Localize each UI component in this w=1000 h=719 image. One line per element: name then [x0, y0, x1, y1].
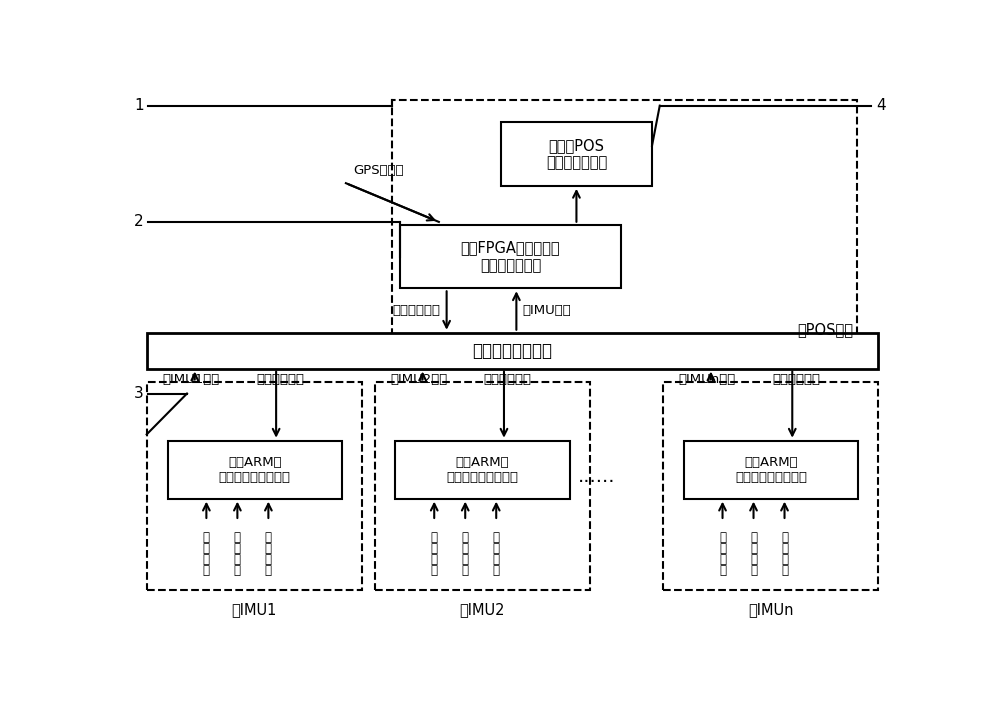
- Text: 温: 温: [493, 531, 500, 544]
- Text: 光: 光: [203, 531, 210, 544]
- Text: 度: 度: [462, 553, 469, 566]
- Text: 信: 信: [265, 553, 272, 566]
- Text: 同步脉冲信号: 同步脉冲信号: [772, 373, 820, 386]
- Text: 号: 号: [265, 564, 272, 577]
- Text: 1: 1: [134, 99, 144, 113]
- Text: 号: 号: [493, 564, 500, 577]
- Text: 主POS系统: 主POS系统: [798, 322, 854, 337]
- Text: 度: 度: [234, 553, 241, 566]
- Text: 同步脉冲信号: 同步脉冲信号: [392, 304, 440, 317]
- Text: 速: 速: [234, 542, 241, 555]
- Bar: [392, 100, 857, 344]
- Text: 基于FPGA的同步控制
与数据接收模块: 基于FPGA的同步控制 与数据接收模块: [461, 240, 560, 273]
- Bar: [400, 225, 621, 288]
- Bar: [501, 122, 652, 186]
- Text: 基于ARM的
数据采集与处理模块: 基于ARM的 数据采集与处理模块: [735, 456, 807, 484]
- Text: 速: 速: [462, 542, 469, 555]
- Text: 度: 度: [265, 542, 272, 555]
- Text: 度: 度: [750, 553, 757, 566]
- Text: 基于ARM的
数据采集与处理模块: 基于ARM的 数据采集与处理模块: [447, 456, 519, 484]
- Bar: [147, 333, 878, 369]
- Text: 计: 计: [462, 564, 469, 577]
- Text: 螺: 螺: [203, 564, 210, 577]
- Text: 2: 2: [134, 214, 144, 229]
- Text: 子IMU数据: 子IMU数据: [523, 304, 571, 317]
- Text: 同步脉冲信号: 同步脉冲信号: [256, 373, 304, 386]
- Text: 陀: 陀: [203, 553, 210, 566]
- Text: 子IMUn数据: 子IMUn数据: [678, 373, 736, 386]
- Text: 度: 度: [781, 542, 788, 555]
- Text: 子IMU1: 子IMU1: [232, 603, 277, 618]
- Text: 子IMUn: 子IMUn: [748, 603, 793, 618]
- Text: GPS秒脉冲: GPS秒脉冲: [354, 163, 404, 177]
- Text: 速: 速: [750, 542, 757, 555]
- Text: 3: 3: [134, 386, 144, 401]
- Text: 同步脉冲信号: 同步脉冲信号: [484, 373, 532, 386]
- Text: 4: 4: [876, 99, 885, 113]
- Text: 加: 加: [462, 531, 469, 544]
- Text: 子IMU2数据: 子IMU2数据: [390, 373, 447, 386]
- Text: 计: 计: [234, 564, 241, 577]
- Text: 分布式POS
信息处理计算机: 分布式POS 信息处理计算机: [546, 138, 607, 170]
- Text: 温: 温: [265, 531, 272, 544]
- Bar: [663, 383, 878, 590]
- Text: 子IMU2: 子IMU2: [460, 603, 505, 618]
- Text: 高速异步串行总线: 高速异步串行总线: [473, 342, 552, 360]
- Text: 加: 加: [234, 531, 241, 544]
- Text: 光: 光: [431, 531, 438, 544]
- Text: 信: 信: [493, 553, 500, 566]
- Bar: [168, 441, 342, 499]
- Bar: [375, 383, 590, 590]
- Text: 信: 信: [781, 553, 788, 566]
- Text: 基于ARM的
数据采集与处理模块: 基于ARM的 数据采集与处理模块: [219, 456, 291, 484]
- Text: 子IMU1数据: 子IMU1数据: [162, 373, 220, 386]
- Text: 陀: 陀: [431, 553, 438, 566]
- Text: 计: 计: [750, 564, 757, 577]
- Bar: [684, 441, 858, 499]
- Text: 陀: 陀: [719, 553, 726, 566]
- Text: 加: 加: [750, 531, 757, 544]
- Text: 号: 号: [781, 564, 788, 577]
- Bar: [147, 383, 362, 590]
- Bar: [395, 441, 570, 499]
- Text: 螺: 螺: [719, 564, 726, 577]
- Text: 度: 度: [493, 542, 500, 555]
- Text: 纤: 纤: [719, 542, 726, 555]
- Text: 螺: 螺: [431, 564, 438, 577]
- Text: ......: ......: [577, 467, 615, 486]
- Text: 光: 光: [719, 531, 726, 544]
- Text: 纤: 纤: [203, 542, 210, 555]
- Text: 纤: 纤: [431, 542, 438, 555]
- Text: 温: 温: [781, 531, 788, 544]
